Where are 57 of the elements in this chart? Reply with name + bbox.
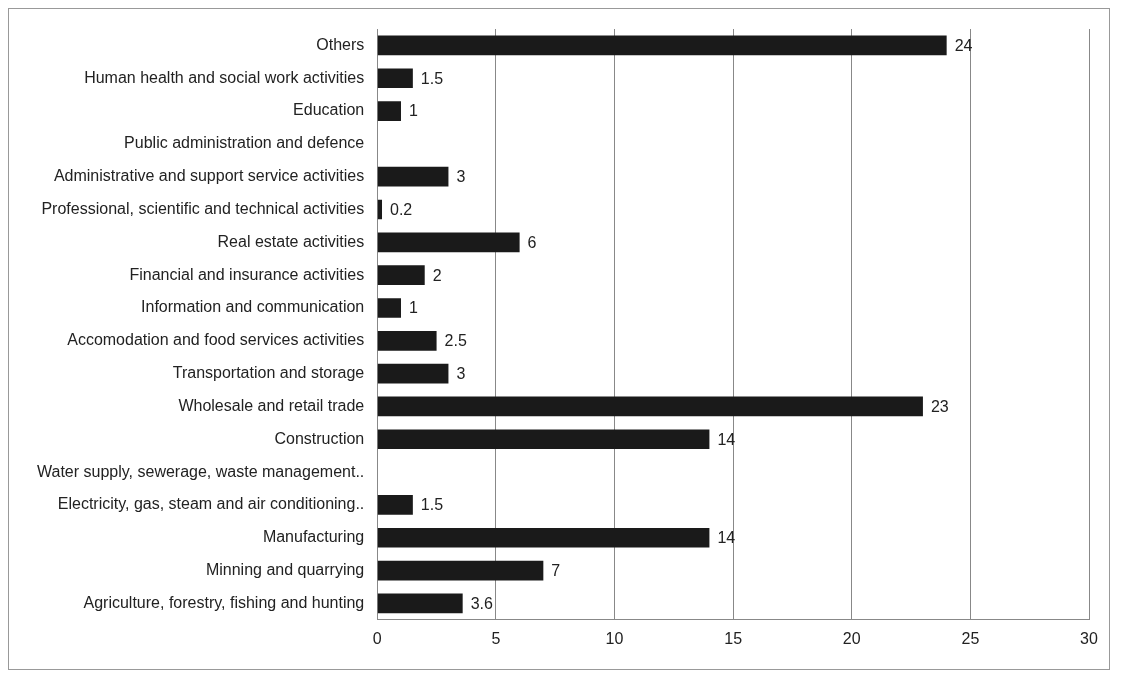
data-label: 14: [717, 529, 736, 547]
y-tick-label: Wholesale and retail trade: [178, 396, 365, 414]
bar: [377, 35, 947, 56]
bar: [377, 265, 425, 286]
y-tick-label: Professional, scientific and technical activities: [41, 199, 365, 217]
x-tick-label: 30: [1080, 629, 1098, 647]
data-label: 1: [408, 299, 418, 317]
data-label: 24: [954, 36, 973, 54]
bar: [377, 495, 413, 515]
y-tick-label: Human health and social work activities: [84, 68, 365, 86]
x-tick-label: 10: [605, 629, 624, 647]
bar: [377, 527, 710, 548]
data-label: 1.5: [420, 69, 444, 87]
y-tick-label: Education: [293, 101, 365, 119]
data-label: 7: [551, 561, 561, 579]
y-tick-label: Public administration and defence: [124, 134, 365, 152]
data-label: 3.6: [470, 594, 494, 612]
bar: [377, 101, 401, 121]
x-tick-label: 25: [961, 629, 980, 647]
y-tick-label: Others: [316, 35, 365, 53]
bar: [377, 298, 401, 318]
bar: [377, 363, 449, 384]
y-tick-label: Water supply, sewerage, waste management..: [37, 462, 365, 480]
y-tick-label: Accomodation and food services activities: [67, 331, 365, 349]
data-label: 1: [408, 102, 418, 120]
y-tick-label: Minning and quarrying: [205, 560, 365, 578]
bar: [377, 166, 449, 187]
bar: [377, 68, 413, 89]
data-label: 1.5: [420, 496, 444, 514]
x-tick-label: 0: [372, 629, 382, 647]
bar: [377, 593, 463, 614]
data-label: 6: [527, 233, 537, 251]
y-tick-label: Information and communication: [141, 298, 365, 316]
x-tick-label: 5: [491, 629, 501, 647]
bar: [377, 429, 710, 450]
x-tick-label: 20: [842, 629, 861, 647]
y-tick-label: Electricity, gas, steam and air conditioning..: [57, 495, 365, 513]
y-tick-label: Financial and insurance activities: [129, 265, 365, 283]
y-tick-label: Transportation and storage: [172, 364, 365, 382]
y-tick-label: Manufacturing: [262, 528, 365, 546]
bar: [377, 232, 520, 253]
data-label: 23: [930, 397, 949, 415]
data-label: 0.2: [390, 200, 413, 218]
data-label: 2: [432, 266, 442, 284]
data-label: 14: [717, 430, 736, 448]
data-label: 3: [456, 168, 466, 186]
y-tick-label: Agriculture, forestry, fishing and hunting: [83, 593, 365, 611]
data-label: 2.5: [444, 332, 467, 350]
bar: [377, 396, 923, 417]
y-tick-label: Construction: [274, 429, 365, 447]
y-tick-label: Real estate activities: [217, 232, 365, 250]
bar: [377, 560, 544, 581]
y-tick-label: Administrative and support service activities: [53, 167, 365, 185]
bar: [377, 330, 437, 351]
x-tick-label: 15: [724, 629, 743, 647]
bar: [377, 199, 383, 220]
data-label: 3: [456, 365, 466, 383]
